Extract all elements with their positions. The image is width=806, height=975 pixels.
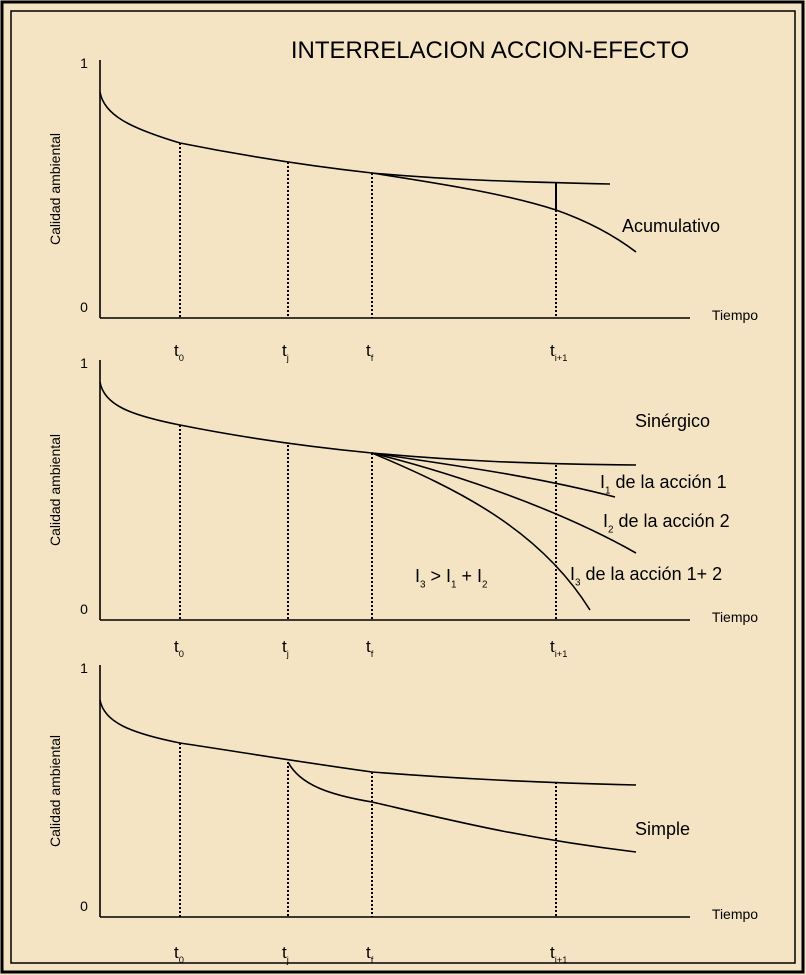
text-part: t	[282, 637, 287, 656]
tick-label: t0	[174, 341, 184, 363]
text-part: t	[366, 341, 371, 360]
text-part: Simple	[635, 819, 690, 839]
y-min-label: 0	[80, 299, 88, 315]
main-curve	[99, 91, 611, 185]
subscript: 3	[575, 577, 581, 588]
x-axis-label: Tiempo	[712, 906, 758, 922]
text-part: t	[550, 943, 555, 962]
branch-curve	[371, 452, 616, 498]
annotation: I3 > I1 + I2	[415, 566, 488, 590]
subscript: 0	[179, 955, 184, 965]
text-part: t	[366, 943, 371, 962]
annotation: I2 de la acción 2	[603, 511, 730, 535]
tick-label: tf	[366, 637, 374, 659]
subscript: 2	[482, 579, 488, 590]
tick-label: tf	[366, 943, 374, 965]
text-part: I	[570, 564, 575, 584]
main-curve	[99, 699, 637, 786]
annotation: I1 de la acción 1	[600, 472, 727, 496]
branch-curve	[371, 452, 637, 554]
tick-label: tj	[282, 341, 289, 363]
text-part: de la acción 1+ 2	[581, 564, 723, 584]
text-part: t	[282, 943, 287, 962]
text-part: t	[550, 637, 555, 656]
main-curve	[99, 381, 637, 466]
tick-label: ti+1	[550, 637, 567, 659]
x-axis-label: Tiempo	[712, 609, 758, 625]
tick-label: ti+1	[550, 341, 567, 363]
tick-label: ti+1	[550, 943, 567, 965]
subscript: 2	[608, 524, 614, 535]
text-part: I	[415, 566, 420, 586]
text-part: t	[366, 637, 371, 656]
text-part: t	[282, 341, 287, 360]
text-part: I	[603, 511, 608, 531]
text-part: Acumulativo	[622, 216, 720, 236]
subscript: j	[286, 353, 289, 363]
subscript: 0	[179, 353, 184, 363]
text-part: Sinérgico	[635, 411, 710, 431]
text-part: t	[550, 341, 555, 360]
subscript: 3	[420, 579, 426, 590]
text-part: + I	[457, 566, 483, 586]
inner-border	[10, 10, 796, 964]
x-axis-label: Tiempo	[712, 307, 758, 323]
branch-curve	[371, 172, 637, 253]
subscript: 1	[451, 579, 457, 590]
text-part: t	[174, 341, 179, 360]
subscript: f	[371, 955, 374, 965]
subscript: f	[371, 353, 374, 363]
title: INTERRELACION ACCION-EFECTO	[291, 37, 689, 64]
annotation: Acumulativo	[622, 216, 720, 236]
subscript: i+1	[555, 649, 568, 659]
y-min-label: 0	[80, 898, 88, 914]
subscript: j	[286, 649, 289, 659]
y-max-label: 1	[80, 55, 88, 71]
branch-curve	[371, 452, 591, 611]
text-part: de la acción 2	[614, 511, 730, 531]
branch-curve	[287, 761, 637, 853]
y-axis-label: Calidad ambiental	[47, 434, 63, 546]
tick-label: tj	[282, 637, 289, 659]
subscript: 1	[605, 485, 611, 496]
text-part: t	[174, 943, 179, 962]
y-min-label: 0	[80, 601, 88, 617]
text-part: I	[600, 472, 605, 492]
tick-label: t0	[174, 637, 184, 659]
annotation: Sinérgico	[635, 411, 710, 431]
y-axis-label: Calidad ambiental	[47, 133, 63, 245]
subscript: 0	[179, 649, 184, 659]
subscript: i+1	[555, 353, 568, 363]
text-part: de la acción 1	[611, 472, 727, 492]
tick-label: tf	[366, 341, 374, 363]
annotation: Simple	[635, 819, 690, 839]
y-axis-label: Calidad ambiental	[47, 735, 63, 847]
text-part: t	[174, 637, 179, 656]
subscript: j	[286, 955, 289, 965]
tick-label: t0	[174, 943, 184, 965]
tick-label: tj	[282, 943, 289, 965]
subscript: i+1	[555, 955, 568, 965]
subscript: f	[371, 649, 374, 659]
y-max-label: 1	[80, 660, 88, 676]
text-part: > I	[426, 566, 452, 586]
annotation: I3 de la acción 1+ 2	[570, 564, 722, 588]
y-max-label: 1	[80, 355, 88, 371]
